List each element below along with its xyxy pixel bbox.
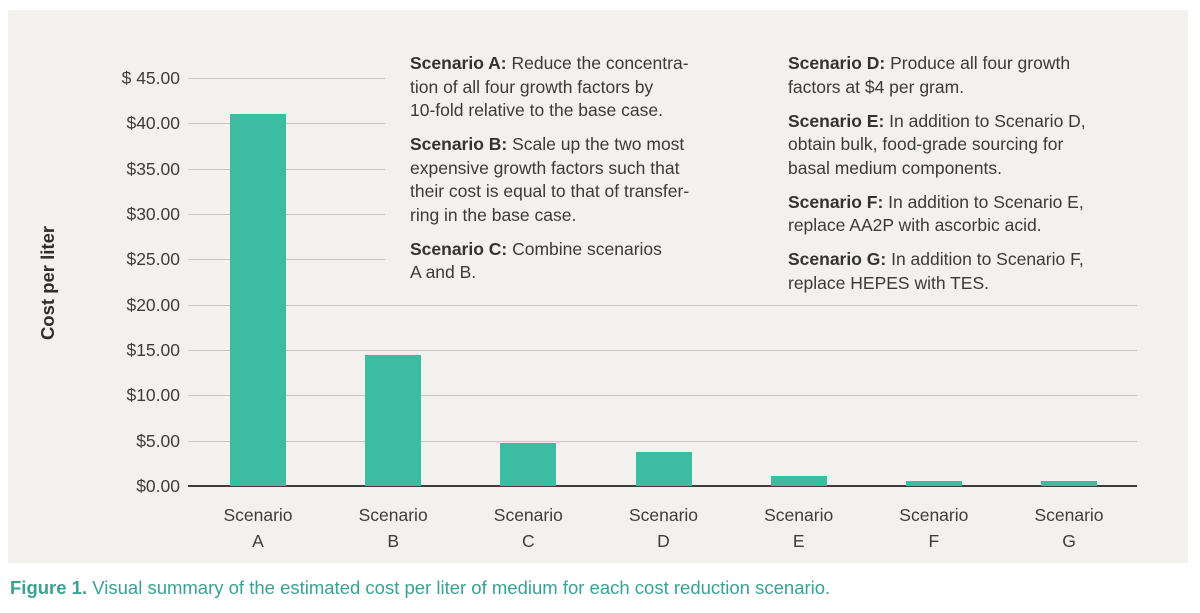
annotation-scenario-g: Scenario G: In addition to Scenario F, re…	[788, 249, 1084, 293]
x-tick-label-scenario-d: Scenario D	[628, 505, 699, 551]
scenario-annotations-left: Scenario A: Reduce the concentra-tion of…	[410, 52, 715, 295]
gridline-35	[188, 168, 385, 170]
figure-caption-text: Visual summary of the estimated cost per…	[92, 577, 831, 598]
y-tick-label: $20.00	[126, 294, 180, 315]
annotation-scenario-d: Scenario D: Produce all four growth facto…	[788, 53, 1071, 97]
gridline-45	[188, 78, 385, 79]
annotation-label: Scenario G:	[788, 249, 887, 269]
y-axis-title: Cost per liter	[37, 225, 58, 341]
gridline-25	[188, 259, 385, 261]
bar-scenario-d	[635, 452, 692, 486]
y-tick-label: $10.00	[126, 385, 180, 406]
y-tick-label: $5.00	[136, 430, 180, 451]
annotation-label: Scenario B:	[410, 134, 508, 154]
gridline-5	[188, 440, 1137, 442]
annotation-label: Scenario D:	[788, 53, 886, 73]
bar-scenario-g	[1041, 481, 1098, 486]
gridline-15	[188, 350, 1137, 351]
bar-scenario-c	[500, 443, 557, 486]
gridline-10	[188, 395, 1137, 397]
annotation-scenario-b: Scenario B: Scale up the two most expensi…	[410, 134, 690, 225]
figure-caption-label: Figure 1.	[10, 577, 88, 598]
x-tick-label-scenario-a: Scenario A	[223, 505, 293, 551]
x-axis-line	[188, 485, 1137, 487]
chart-panel	[8, 10, 1188, 563]
y-tick-label: $0.00	[136, 476, 180, 496]
annotation-scenario-c: Scenario C: Combine scenarios A and B.	[410, 238, 662, 283]
y-tick-label: $15.00	[126, 340, 180, 360]
bar-scenario-b	[365, 354, 422, 486]
x-tick-label-scenario-e: Scenario E	[764, 505, 834, 551]
x-tick-label-scenario-g: Scenario G	[1034, 505, 1104, 551]
figure-caption: Figure 1. Visual summary of the estimate…	[10, 577, 830, 599]
y-tick-label: $25.00	[126, 249, 180, 270]
annotation-label: Scenario F:	[788, 191, 884, 212]
bar-scenario-f	[905, 481, 962, 486]
y-tick-label: $30.00	[126, 204, 180, 224]
annotation-scenario-a: Scenario A: Reduce the concentra-tion of…	[410, 53, 689, 120]
annotation-label: Scenario A:	[410, 53, 507, 73]
x-tick-label-scenario-f: Scenario F	[899, 505, 969, 551]
annotation-label: Scenario C:	[410, 238, 508, 259]
y-tick-label: $40.00	[126, 113, 180, 134]
gridline-40	[188, 123, 385, 125]
bar-scenario-e	[770, 476, 827, 486]
bar-scenario-a	[230, 114, 286, 486]
gridline-30	[188, 214, 385, 215]
y-tick-label: $35.00	[126, 158, 180, 179]
scenario-annotations-right: Scenario D: Produce all four growth facto…	[788, 52, 1153, 306]
x-tick-label-scenario-b: Scenario B	[358, 505, 428, 551]
y-tick-label: $ 45.00	[121, 68, 180, 88]
x-tick-label-scenario-c: Scenario C	[493, 505, 563, 551]
gridline-20	[188, 304, 1137, 306]
annotation-label: Scenario E:	[788, 110, 885, 131]
annotation-scenario-e: Scenario E: In addition to Scenario D, ob…	[788, 110, 1086, 178]
annotation-scenario-f: Scenario F: In addition to Scenario E, re…	[788, 191, 1084, 236]
